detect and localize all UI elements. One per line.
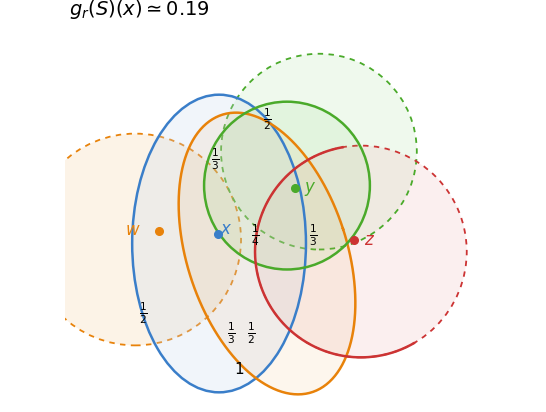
Text: $\frac{1}{4}$: $\frac{1}{4}$ (251, 223, 259, 248)
Text: $1$: $1$ (234, 361, 244, 377)
Ellipse shape (132, 95, 306, 392)
Ellipse shape (204, 102, 370, 269)
Text: $g_r(S)(x) \simeq 0.19$: $g_r(S)(x) \simeq 0.19$ (69, 0, 210, 21)
Circle shape (221, 54, 417, 250)
Text: $x$: $x$ (220, 221, 233, 238)
Polygon shape (179, 112, 355, 394)
Text: $\frac{1}{2}$: $\frac{1}{2}$ (139, 301, 147, 326)
Text: $\frac{1}{2}$: $\frac{1}{2}$ (247, 321, 256, 346)
Text: $\frac{1}{2}$: $\frac{1}{2}$ (263, 107, 271, 132)
Text: $\frac{1}{3}$: $\frac{1}{3}$ (227, 321, 235, 346)
Text: $\frac{1}{3}$: $\frac{1}{3}$ (308, 223, 317, 248)
Circle shape (255, 145, 467, 357)
Text: $\frac{1}{3}$: $\frac{1}{3}$ (211, 147, 219, 172)
Circle shape (29, 133, 241, 345)
Text: $w$: $w$ (125, 222, 141, 239)
Text: $z$: $z$ (365, 232, 376, 249)
Text: $y$: $y$ (304, 180, 316, 198)
